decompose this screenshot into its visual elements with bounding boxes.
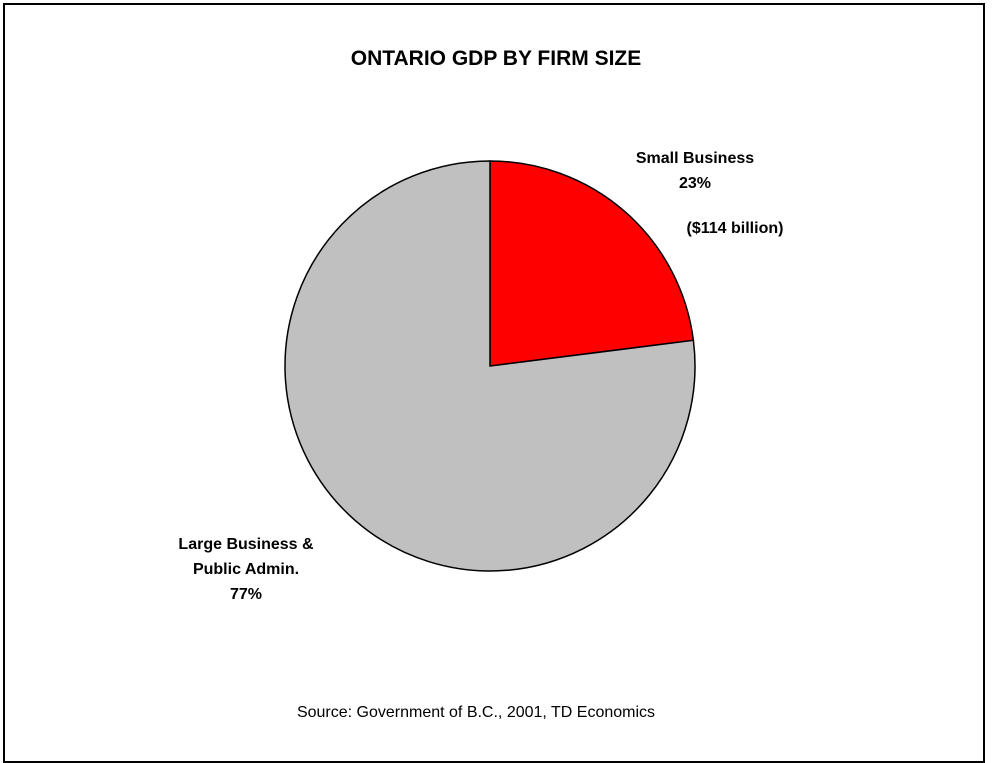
label-large-business-name-line2: Public Admin. bbox=[192, 561, 300, 578]
label-large-business-percent: 77% bbox=[229, 586, 263, 603]
label-small-business-name: Small Business bbox=[635, 150, 755, 167]
label-large-business: Large Business & Public Admin. 77% bbox=[146, 532, 346, 607]
label-small-business-percent: 23% bbox=[678, 175, 712, 192]
pie-slice-large-business bbox=[284, 160, 696, 572]
chart-source: Source: Government of B.C., 2001, TD Eco… bbox=[296, 704, 656, 721]
label-small-business: Small Business 23% bbox=[610, 146, 780, 196]
pie-slice-small-business bbox=[489, 160, 695, 367]
label-large-business-name-line1: Large Business & bbox=[178, 536, 314, 553]
label-small-business-value: ($114 billion) bbox=[686, 220, 784, 237]
chart-title: ONTARIO GDP BY FIRM SIZE bbox=[350, 47, 642, 70]
